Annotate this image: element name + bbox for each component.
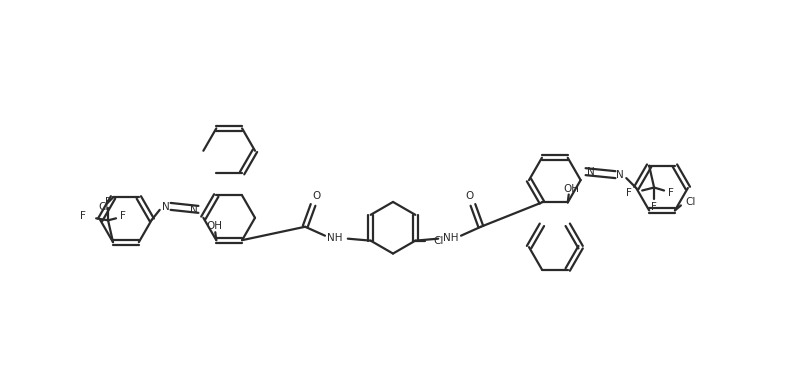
Text: Cl: Cl: [433, 236, 443, 245]
Text: Cl: Cl: [98, 202, 108, 212]
Text: O: O: [466, 191, 474, 201]
Text: F: F: [120, 212, 126, 221]
Text: OH: OH: [206, 221, 222, 231]
Text: N: N: [586, 167, 594, 177]
Text: F: F: [651, 202, 657, 212]
Text: O: O: [312, 191, 320, 201]
Text: N: N: [189, 205, 197, 215]
Text: N: N: [616, 170, 624, 180]
Text: F: F: [80, 212, 86, 221]
Text: NH: NH: [327, 233, 343, 243]
Text: F: F: [668, 188, 674, 198]
Text: F: F: [105, 198, 111, 207]
Text: NH: NH: [443, 233, 459, 243]
Text: OH: OH: [564, 184, 580, 193]
Text: Cl: Cl: [685, 198, 696, 207]
Text: N: N: [162, 202, 170, 212]
Text: F: F: [626, 188, 632, 198]
